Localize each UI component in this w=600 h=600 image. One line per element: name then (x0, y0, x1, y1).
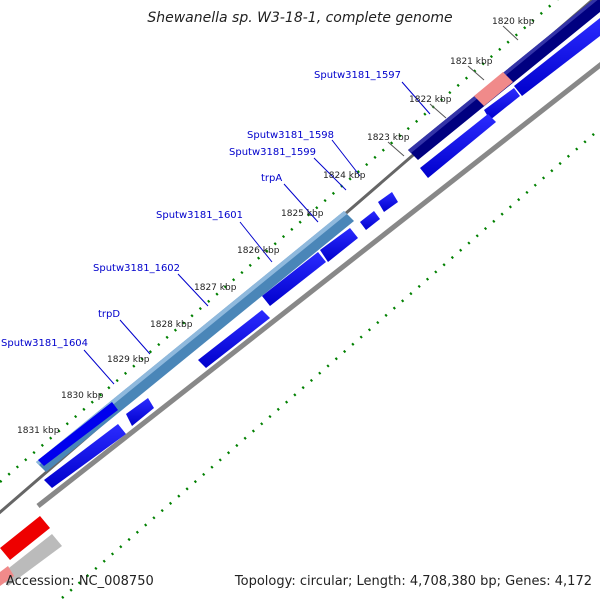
tick-label-1823: 1823 kbp (367, 133, 410, 143)
map-title: Shewanella sp. W3-18-1, complete genome (147, 10, 453, 26)
tick-label-1825: 1825 kbp (281, 209, 324, 219)
tick-label-1829: 1829 kbp (107, 355, 150, 365)
gene-label-sputw3181-1597[interactable]: Sputw3181_1597 (314, 70, 401, 81)
backbone-line-lower (36, 61, 600, 508)
gene-label-sputw3181-1601[interactable]: Sputw3181_1601 (156, 210, 243, 221)
cds-row-lower (420, 114, 496, 178)
tick-label-1830: 1830 kbp (61, 391, 104, 401)
navy-band (408, 0, 600, 160)
dotted-guide-inner (61, 127, 600, 599)
tick-label-1820: 1820 kbp (492, 17, 535, 27)
accession-label: Accession: NC_008750 (6, 574, 154, 589)
tick-leader-lines (387, 25, 519, 157)
gene-label-trpd[interactable]: trpD (98, 309, 120, 320)
gene-label-sputw3181-1604[interactable]: Sputw3181_1604 (1, 338, 88, 349)
cds-row-upper (484, 18, 600, 120)
tick-label-1831: 1831 kbp (17, 426, 60, 436)
gene-label-sputw3181-1602[interactable]: Sputw3181_1602 (93, 263, 180, 274)
tick-label-1828: 1828 kbp (150, 320, 193, 330)
red-features (0, 516, 62, 586)
gene-label-trpa[interactable]: trpA (261, 173, 282, 184)
tick-label-1822: 1822 kbp (409, 95, 452, 105)
tick-label-1827: 1827 kbp (194, 283, 237, 293)
gene-label-sputw3181-1598[interactable]: Sputw3181_1598 (247, 130, 334, 141)
gene-leader-lines (83, 81, 431, 385)
gene-label-sputw3181-1599[interactable]: Sputw3181_1599 (229, 147, 316, 158)
genome-summary: Topology: circular; Length: 4,708,380 bp… (234, 574, 592, 589)
dotted-guide-outer (0, 0, 559, 483)
tick-label-1824: 1824 kbp (323, 171, 366, 181)
tick-label-1826: 1826 kbp (237, 246, 280, 256)
tick-label-1821: 1821 kbp (450, 57, 493, 67)
cds-arrows (38, 192, 398, 488)
